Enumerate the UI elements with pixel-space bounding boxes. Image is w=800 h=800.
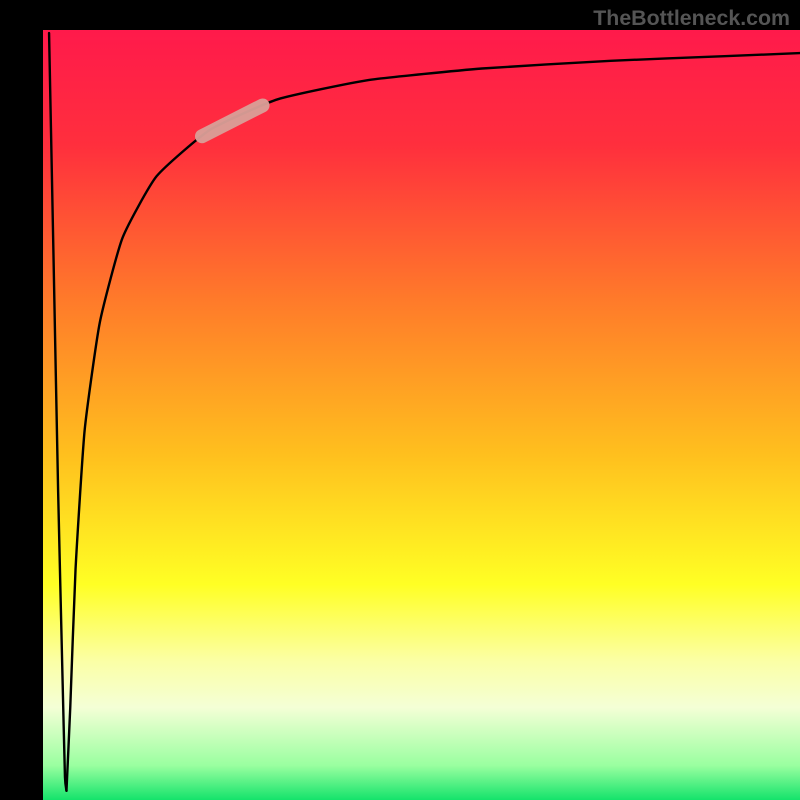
plot-gradient-area xyxy=(43,30,800,800)
attribution-text: TheBottleneck.com xyxy=(593,6,790,31)
chart-stage: TheBottleneck.com xyxy=(0,0,800,800)
